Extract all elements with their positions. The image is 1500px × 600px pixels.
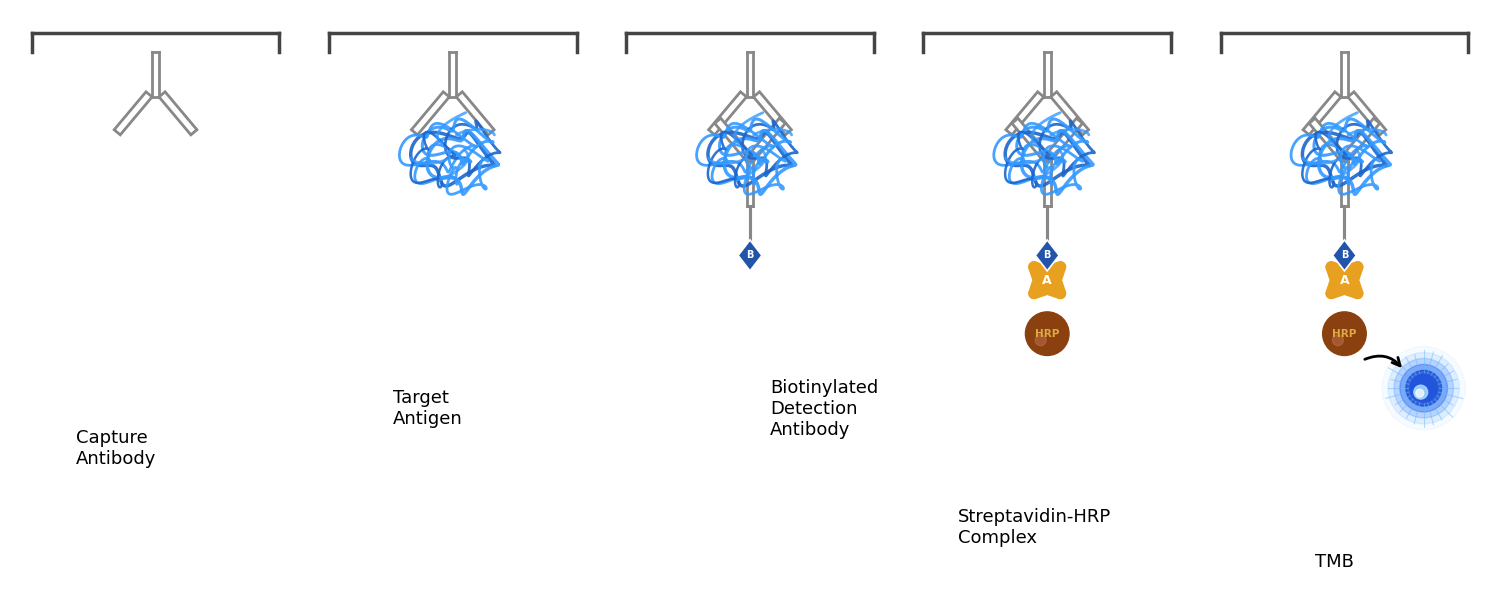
Text: HRP: HRP (1332, 329, 1356, 338)
Polygon shape (738, 240, 762, 271)
Circle shape (1410, 374, 1437, 402)
Polygon shape (747, 118, 786, 161)
Polygon shape (1035, 240, 1059, 271)
Text: B: B (1044, 250, 1052, 260)
Text: Target
Antigen: Target Antigen (393, 389, 464, 428)
Circle shape (1394, 358, 1454, 418)
Polygon shape (1335, 270, 1354, 290)
Polygon shape (753, 92, 792, 135)
Polygon shape (1348, 92, 1386, 135)
Polygon shape (411, 92, 450, 135)
Circle shape (1388, 353, 1460, 424)
Text: HRP: HRP (1035, 329, 1059, 338)
Text: Biotinylated
Detection
Antibody: Biotinylated Detection Antibody (770, 379, 877, 439)
Circle shape (1323, 312, 1366, 355)
Polygon shape (1038, 270, 1058, 290)
Circle shape (1332, 335, 1344, 346)
Polygon shape (1304, 92, 1341, 135)
Text: TMB: TMB (1314, 553, 1353, 571)
Text: B: B (1341, 250, 1348, 260)
Text: B: B (747, 250, 753, 260)
Polygon shape (1044, 118, 1083, 161)
Polygon shape (1007, 92, 1044, 135)
Circle shape (1406, 370, 1441, 406)
Polygon shape (159, 92, 196, 135)
Polygon shape (1332, 240, 1356, 271)
Circle shape (1416, 389, 1424, 397)
Circle shape (1400, 364, 1447, 412)
Circle shape (1035, 335, 1046, 346)
Polygon shape (114, 92, 152, 135)
Circle shape (1026, 312, 1069, 355)
Polygon shape (1050, 92, 1089, 135)
Polygon shape (1013, 118, 1050, 161)
Text: Streptavidin-HRP
Complex: Streptavidin-HRP Complex (958, 508, 1112, 547)
Polygon shape (714, 118, 753, 161)
Polygon shape (708, 92, 747, 135)
Text: A: A (1042, 274, 1052, 287)
Text: Capture
Antibody: Capture Antibody (76, 429, 156, 467)
Polygon shape (1310, 118, 1347, 161)
Polygon shape (1342, 118, 1380, 161)
Text: A: A (1340, 274, 1350, 287)
Circle shape (1414, 385, 1428, 399)
Polygon shape (456, 92, 494, 135)
Circle shape (1382, 347, 1466, 430)
